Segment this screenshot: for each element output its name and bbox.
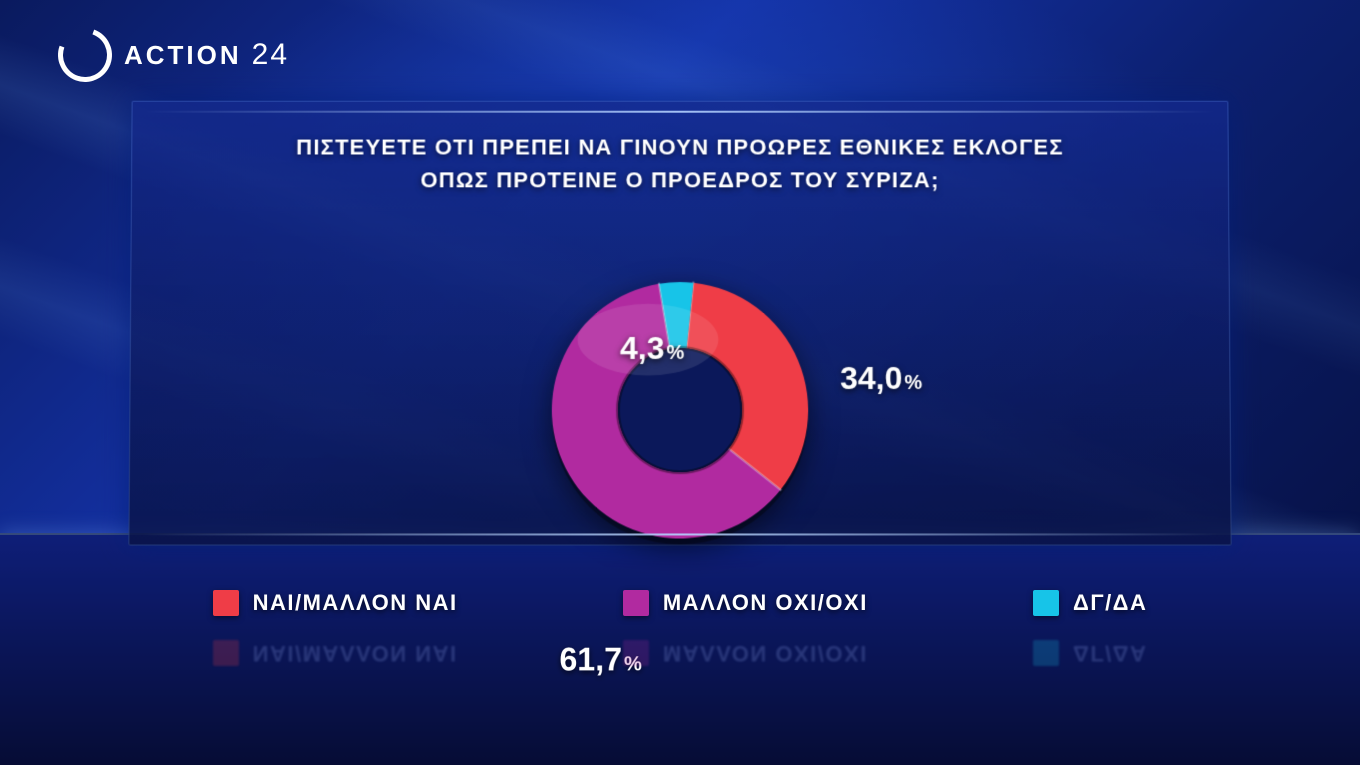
legend-label-dk: ΔΓ/ΔΑ — [1073, 590, 1147, 616]
legend-item-yes: ΝΑΙ/ΜΑΛΛΟΝ ΝΑΙ — [213, 590, 458, 616]
legend-swatch-dk — [1033, 590, 1059, 616]
legend-swatch-no — [623, 590, 649, 616]
value-label-yes: 34,0% — [840, 360, 922, 397]
poll-panel: ΠΙΣΤΕΥΕΤΕ ΟΤΙ ΠΡΕΠΕΙ ΝΑ ΓΙΝΟΥΝ ΠΡΟΩΡΕΣ Ε… — [128, 101, 1231, 546]
poll-question: ΠΙΣΤΕΥΕΤΕ ΟΤΙ ΠΡΕΠΕΙ ΝΑ ΓΙΝΟΥΝ ΠΡΟΩΡΕΣ Ε… — [191, 131, 1169, 197]
legend-reflection: ΝΑΙ/ΜΑΛΛΟΝ ΝΑΙ ΜΑΛΛΟΝ ΟΧΙ/ΟΧΙ ΔΓ/ΔΑ — [130, 640, 1230, 666]
value-yes: 34,0 — [840, 360, 902, 396]
poll-question-line2: ΟΠΩΣ ΠΡΟΤΕΙΝΕ Ο ΠΡΟΕΔΡΟΣ ΤΟΥ ΣΥΡΙΖΑ; — [421, 167, 940, 192]
channel-logo: ACTION 24 — [58, 28, 289, 82]
pct-suffix: % — [666, 342, 684, 364]
logo-ring-icon — [49, 19, 121, 91]
value-dk: 4,3 — [620, 330, 665, 366]
legend-label-no: ΜΑΛΛΟΝ ΟΧΙ/ΟΧΙ — [663, 590, 868, 616]
legend-item-no: ΜΑΛΛΟΝ ΟΧΙ/ΟΧΙ — [623, 590, 868, 616]
legend-bar: ΝΑΙ/ΜΑΛΛΟΝ ΝΑΙ ΜΑΛΛΟΝ ΟΧΙ/ΟΧΙ ΔΓ/ΔΑ — [130, 590, 1230, 616]
donut-chart-wrap: 34,0% 61,7% 4,3% — [540, 270, 821, 550]
pct-suffix: % — [904, 372, 922, 394]
logo-word: ACTION — [124, 40, 242, 71]
donut-chart — [540, 270, 821, 550]
logo-number: 24 — [252, 38, 289, 72]
legend-label-yes: ΝΑΙ/ΜΑΛΛΟΝ ΝΑΙ — [253, 590, 458, 616]
poll-question-line1: ΠΙΣΤΕΥΕΤΕ ΟΤΙ ΠΡΕΠΕΙ ΝΑ ΓΙΝΟΥΝ ΠΡΟΩΡΕΣ Ε… — [296, 135, 1064, 160]
value-label-dk: 4,3% — [620, 330, 684, 367]
legend-item-dk: ΔΓ/ΔΑ — [1033, 590, 1147, 616]
legend-swatch-yes — [213, 590, 239, 616]
broadcast-stage: ACTION 24 ΠΙΣΤΕΥΕΤΕ ΟΤΙ ΠΡΕΠΕΙ ΝΑ ΓΙΝΟΥΝ… — [0, 0, 1360, 765]
